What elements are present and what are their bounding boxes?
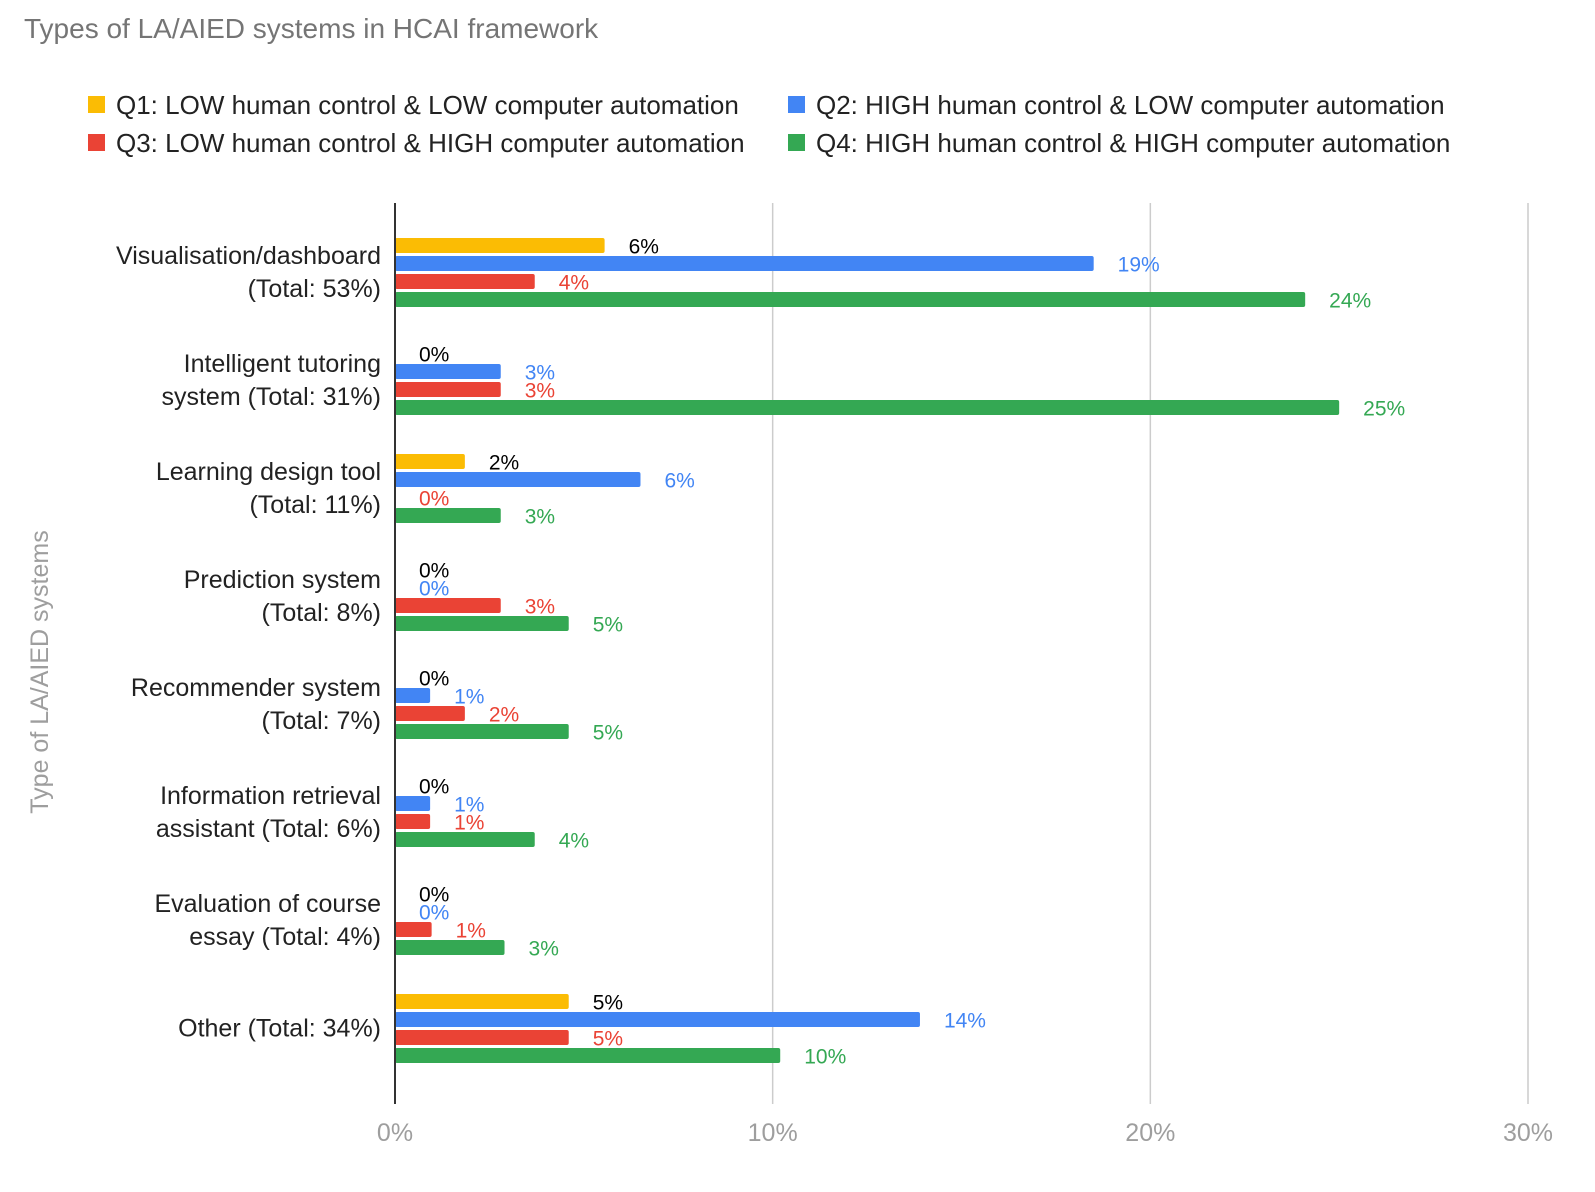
data-label: 1% <box>456 920 486 943</box>
legend: Q1: LOW human control & LOW computer aut… <box>88 90 1450 158</box>
bar <box>395 508 501 523</box>
category-label: Other (Total: 34%) <box>178 1015 381 1043</box>
bar <box>395 382 501 397</box>
bars <box>395 238 1340 1063</box>
legend-swatch <box>88 134 105 151</box>
x-tick-label: 0% <box>377 1119 413 1147</box>
bar <box>395 1048 781 1063</box>
data-label: 19% <box>1118 254 1160 277</box>
data-label: 0% <box>419 776 449 799</box>
data-label: 0% <box>419 560 449 583</box>
bar <box>395 940 505 955</box>
x-tick-labels: 0% 10% 20% 30% <box>377 1119 1553 1147</box>
data-label: 0% <box>419 488 449 511</box>
category-label: assistant (Total: 6%) <box>156 815 381 843</box>
data-label: 5% <box>593 992 623 1015</box>
data-label: 3% <box>525 506 555 529</box>
bar <box>395 1012 920 1027</box>
data-label: 3% <box>525 380 555 403</box>
chart-title: Types of LA/AIED systems in HCAI framewo… <box>24 13 599 44</box>
category-label: (Total: 53%) <box>248 275 381 303</box>
data-label: 2% <box>489 704 519 727</box>
data-label: 24% <box>1329 290 1371 313</box>
data-label: 1% <box>454 812 484 835</box>
data-label: 2% <box>489 452 519 475</box>
data-label: 4% <box>559 272 589 295</box>
data-label: 25% <box>1363 398 1405 421</box>
bar <box>395 796 431 811</box>
bar <box>395 454 465 469</box>
category-label: (Total: 8%) <box>262 599 381 627</box>
data-label: 1% <box>454 686 484 709</box>
data-label: 3% <box>529 938 559 961</box>
bar <box>395 1030 569 1045</box>
data-label: 0% <box>419 344 449 367</box>
category-label: Recommender system <box>131 674 381 702</box>
bar <box>395 814 431 829</box>
legend-swatch <box>788 96 805 113</box>
category-label: system (Total: 31%) <box>161 383 381 411</box>
data-label: 0% <box>419 578 449 601</box>
x-tick-label: 20% <box>1125 1119 1175 1147</box>
bar <box>395 274 535 289</box>
data-label: 5% <box>593 722 623 745</box>
data-label: 14% <box>944 1010 986 1033</box>
bar <box>395 256 1094 271</box>
category-label: Visualisation/dashboard <box>116 242 381 270</box>
data-label: 6% <box>629 236 659 259</box>
data-label: 0% <box>419 668 449 691</box>
legend-entry: Q3: LOW human control & HIGH computer au… <box>116 128 745 158</box>
data-labels: 6%19%4%24%0%3%3%25%2%6%0%3%0%0%3%5%0%1%2… <box>419 236 1405 1069</box>
bar <box>395 832 535 847</box>
data-label: 3% <box>525 596 555 619</box>
category-label: (Total: 7%) <box>262 707 381 735</box>
data-label: 0% <box>419 902 449 925</box>
bar <box>395 616 569 631</box>
legend-entry: Q2: HIGH human control & LOW computer au… <box>816 90 1445 120</box>
legend-entry: Q4: HIGH human control & HIGH computer a… <box>816 128 1450 158</box>
bar <box>395 238 605 253</box>
category-label: (Total: 11%) <box>249 491 381 519</box>
bar <box>395 292 1306 307</box>
bar <box>395 688 431 703</box>
data-label: 6% <box>664 470 694 493</box>
x-tick-label: 30% <box>1503 1119 1553 1147</box>
legend-swatch <box>788 134 805 151</box>
data-label: 5% <box>593 614 623 637</box>
category-label: Learning design tool <box>156 458 381 486</box>
category-label: Evaluation of course <box>154 890 381 918</box>
data-label: 1% <box>454 794 484 817</box>
bar <box>395 364 501 379</box>
category-label: essay (Total: 4%) <box>189 923 381 951</box>
y-axis-title: Type of LA/AIED systems <box>26 530 54 813</box>
bar <box>395 724 569 739</box>
data-label: 10% <box>804 1046 846 1069</box>
category-label: Information retrieval <box>160 782 381 810</box>
category-labels: Visualisation/dashboard (Total: 53%) Intel… <box>116 242 381 1043</box>
bar <box>395 598 501 613</box>
x-tick-label: 10% <box>748 1119 798 1147</box>
bar <box>395 922 432 937</box>
bar <box>395 706 465 721</box>
gridlines <box>771 203 1529 1104</box>
data-label: 3% <box>525 362 555 385</box>
bar <box>395 472 641 487</box>
data-label: 5% <box>593 1028 623 1051</box>
bar <box>395 994 569 1009</box>
legend-swatch <box>88 96 105 113</box>
category-label: Prediction system <box>184 566 381 594</box>
bar <box>395 400 1340 415</box>
data-label: 0% <box>419 884 449 907</box>
legend-entry: Q1: LOW human control & LOW computer aut… <box>116 90 739 120</box>
data-label: 4% <box>559 830 589 853</box>
category-label: Intelligent tutoring <box>184 350 381 378</box>
